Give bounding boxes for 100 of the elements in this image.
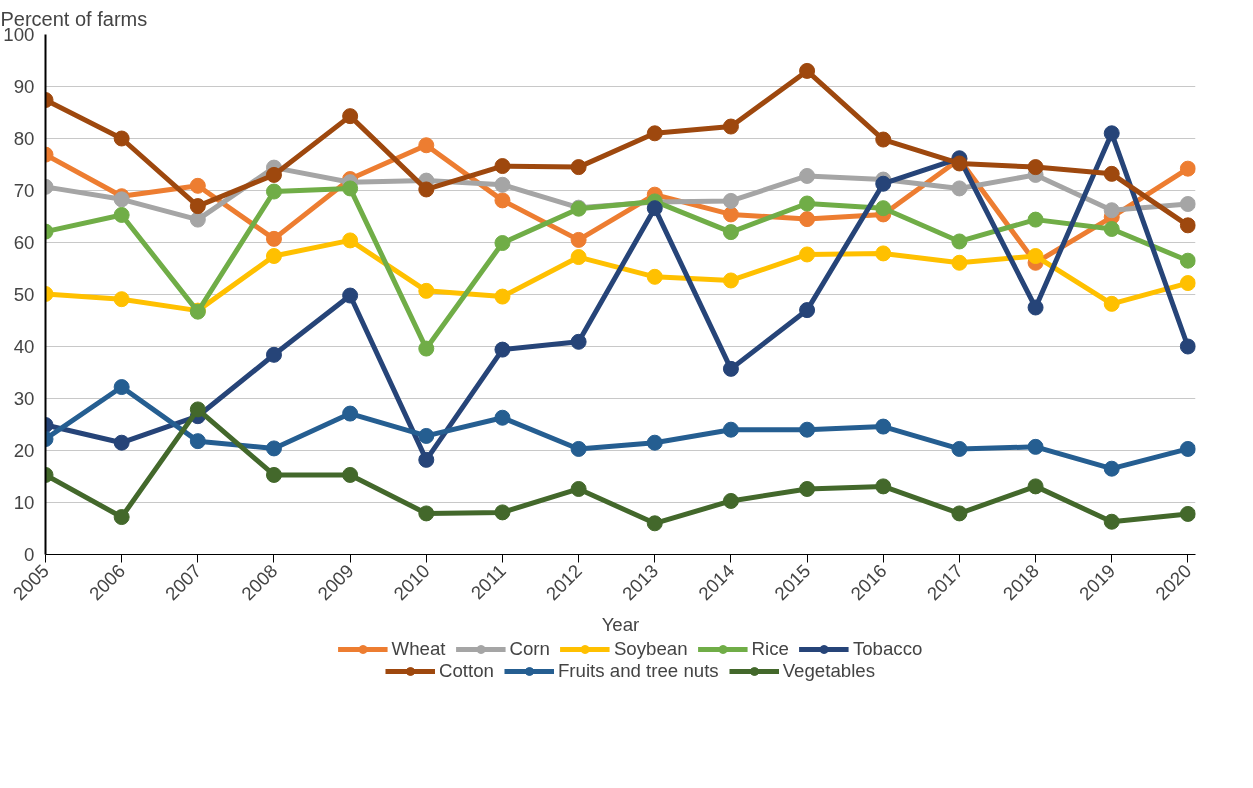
point — [799, 195, 816, 212]
point — [646, 434, 663, 451]
y-tick-label: 90 — [13, 76, 35, 97]
point — [113, 206, 130, 223]
point — [799, 421, 816, 438]
point — [342, 232, 359, 249]
point — [189, 401, 206, 418]
legend-label: Rice — [751, 638, 789, 660]
point — [1179, 275, 1196, 292]
point — [875, 478, 892, 495]
point — [875, 131, 892, 148]
point — [875, 200, 892, 217]
point — [1179, 338, 1196, 355]
point — [342, 405, 359, 422]
point — [418, 282, 435, 299]
point — [1103, 513, 1120, 530]
point — [189, 433, 206, 450]
point — [1103, 125, 1120, 142]
y-tick-label: 60 — [13, 232, 35, 253]
point — [799, 302, 816, 319]
point — [265, 440, 282, 457]
point — [799, 211, 816, 228]
y-tick-label: 50 — [13, 284, 35, 305]
point — [570, 480, 587, 497]
point — [265, 466, 282, 483]
legend-label: Fruits and tree nuts — [557, 660, 719, 682]
point — [342, 466, 359, 483]
y-tick-label: 20 — [13, 440, 35, 461]
point — [1027, 248, 1044, 265]
point — [418, 505, 435, 522]
legend-label: Vegetables — [782, 660, 875, 682]
point — [799, 246, 816, 263]
point — [646, 125, 663, 142]
y-tick-label: 70 — [13, 180, 35, 201]
point — [189, 211, 206, 228]
point — [494, 192, 511, 209]
point — [265, 248, 282, 265]
point — [1103, 202, 1120, 219]
y-tick-label: 30 — [13, 388, 35, 409]
point — [494, 288, 511, 305]
point — [722, 192, 739, 209]
point — [418, 137, 435, 154]
point — [570, 249, 587, 266]
point — [646, 515, 663, 532]
point — [113, 509, 130, 526]
point — [722, 360, 739, 377]
point — [418, 181, 435, 198]
point — [951, 155, 968, 172]
point — [722, 118, 739, 135]
point — [494, 235, 511, 252]
point — [1027, 159, 1044, 176]
legend-label: Wheat — [391, 638, 446, 660]
point — [1179, 252, 1196, 269]
point — [113, 291, 130, 308]
point — [570, 159, 587, 176]
point — [113, 130, 130, 147]
y-tick-label: 10 — [13, 492, 35, 513]
point — [1027, 211, 1044, 228]
point — [494, 409, 511, 426]
point — [1103, 165, 1120, 182]
point — [494, 158, 511, 175]
point — [494, 341, 511, 358]
point — [951, 180, 968, 197]
point — [570, 440, 587, 457]
point — [113, 434, 130, 451]
point — [1027, 299, 1044, 316]
point — [722, 224, 739, 241]
legend-label: Cotton — [438, 660, 494, 682]
point — [875, 245, 892, 262]
point — [1027, 478, 1044, 495]
point — [951, 233, 968, 250]
legend-label: Corn — [509, 638, 550, 660]
point — [722, 272, 739, 289]
point — [265, 346, 282, 363]
y-tick-label: 40 — [13, 336, 35, 357]
point — [1179, 196, 1196, 213]
point — [722, 492, 739, 509]
point — [494, 504, 511, 521]
point — [875, 175, 892, 192]
y-tick-label: 80 — [13, 128, 35, 149]
point — [1179, 217, 1196, 234]
point — [646, 268, 663, 285]
legend-label: Tobacco — [852, 638, 923, 660]
point — [951, 254, 968, 271]
point — [1179, 160, 1196, 177]
point — [646, 200, 663, 217]
point — [1103, 220, 1120, 237]
point — [265, 230, 282, 247]
point — [799, 480, 816, 497]
legend-label: Soybean — [613, 638, 688, 660]
point — [342, 287, 359, 304]
point — [113, 379, 130, 396]
point — [951, 440, 968, 457]
point — [1179, 440, 1196, 457]
point — [799, 167, 816, 184]
point — [189, 198, 206, 215]
point — [1179, 505, 1196, 522]
point — [799, 62, 816, 79]
point — [570, 333, 587, 350]
point — [1027, 438, 1044, 455]
